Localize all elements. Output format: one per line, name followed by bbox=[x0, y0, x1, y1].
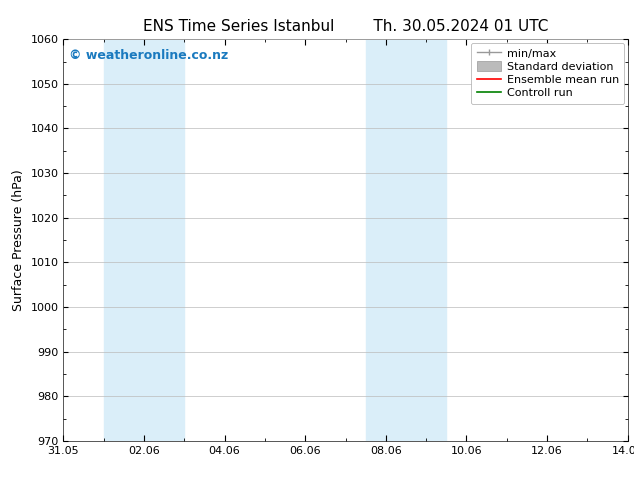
Legend: min/max, Standard deviation, Ensemble mean run, Controll run: min/max, Standard deviation, Ensemble me… bbox=[471, 43, 624, 104]
Text: © weatheronline.co.nz: © weatheronline.co.nz bbox=[69, 49, 228, 62]
Bar bbox=[104, 39, 184, 441]
Bar bbox=[366, 39, 446, 441]
Title: ENS Time Series Istanbul        Th. 30.05.2024 01 UTC: ENS Time Series Istanbul Th. 30.05.2024 … bbox=[143, 19, 548, 34]
Y-axis label: Surface Pressure (hPa): Surface Pressure (hPa) bbox=[12, 169, 25, 311]
